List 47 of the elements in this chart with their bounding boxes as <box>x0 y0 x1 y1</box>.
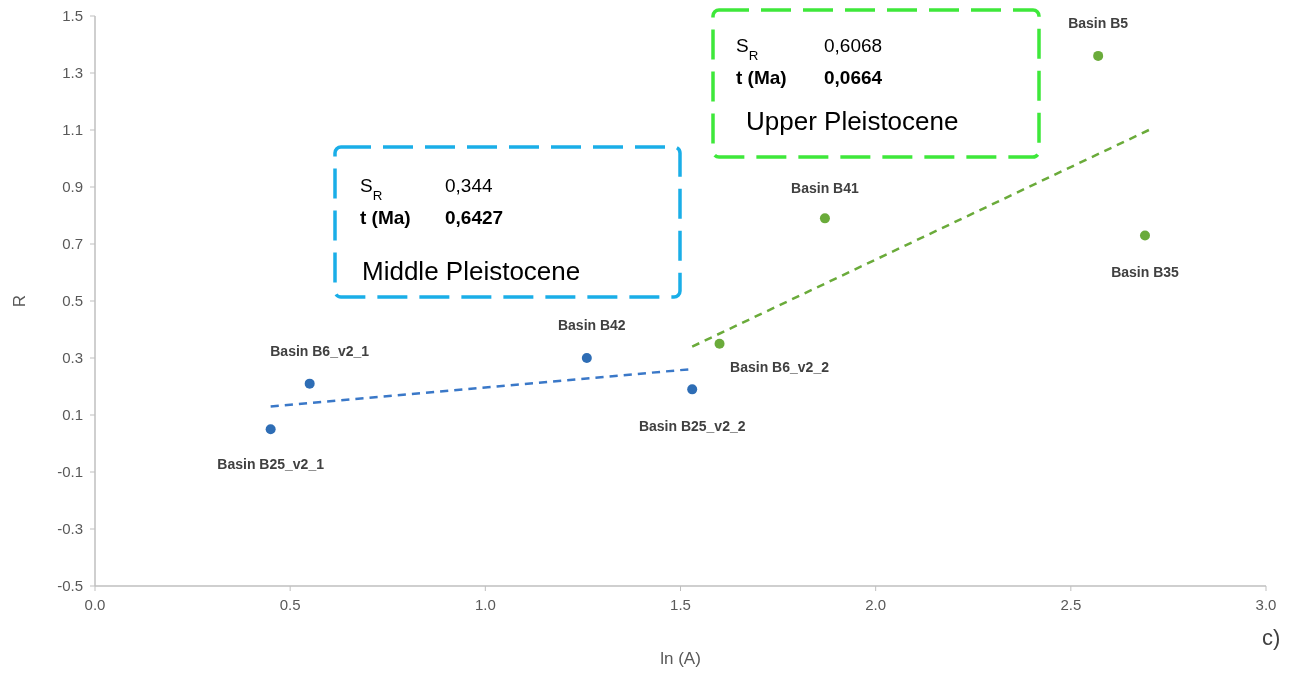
y-axis-title: R <box>10 294 29 308</box>
annotation: Basin B25_v2_2 <box>638 418 746 435</box>
annotation: S$_{R}$ <box>736 35 759 63</box>
y-tick-label: 0.5 <box>62 292 83 309</box>
annotation: Basin B25_v2_1 <box>217 456 325 473</box>
point <box>581 353 592 363</box>
y-tick-label: -0.5 <box>57 577 83 594</box>
point <box>1093 50 1104 61</box>
annotation: Basin B42 <box>557 317 626 333</box>
y-tick-label: 1.3 <box>62 64 83 81</box>
annotation: 0,344 <box>445 175 493 196</box>
annotation: Basin B35 <box>1111 264 1180 281</box>
point <box>819 213 830 224</box>
y-tick-label: -0.3 <box>57 520 83 537</box>
annotation: Basin B6_v2_2 <box>730 358 830 375</box>
annotation: Basin B6_v2_1 <box>270 342 370 359</box>
y-tick-label: 0.3 <box>62 349 83 366</box>
annotation: 0,6068 <box>824 35 883 56</box>
y-tick-label: 0.7 <box>62 235 83 252</box>
text: c) <box>1262 625 1281 650</box>
annotation: 0,6427 <box>445 207 504 228</box>
point <box>1140 230 1150 241</box>
x-tick-label: 0.5 <box>279 596 301 613</box>
annotation: t (Ma) <box>736 67 787 88</box>
x-tick-label: 1.5 <box>670 596 691 613</box>
y-tick-label: -0.1 <box>57 463 83 480</box>
x-tick-label: 0.0 <box>84 596 106 613</box>
annotation: 0,0664 <box>824 67 883 88</box>
point <box>265 424 276 435</box>
y-tick-label: 1.5 <box>62 7 83 24</box>
annotation: S$_{R}$ <box>360 175 383 203</box>
y-tick-label: 0.9 <box>62 178 83 195</box>
y-tick-label: 1.1 <box>62 121 83 138</box>
point <box>304 378 315 389</box>
annotation: Basin B41 <box>791 180 859 197</box>
annotation: Middle Pleistocene <box>362 256 581 286</box>
point <box>714 338 725 349</box>
annotation: Upper Pleistocene <box>746 106 959 136</box>
x-tick-label: 3.0 <box>1255 596 1277 613</box>
y-tick-label: 0.1 <box>62 406 83 423</box>
x-tick-label: 1.0 <box>474 596 496 613</box>
x-axis-title: ln (A) <box>660 649 701 668</box>
x-tick-label: 2.5 <box>1060 596 1082 613</box>
annotation: t (Ma) <box>360 207 411 228</box>
x-tick-label: 2.0 <box>865 596 887 613</box>
point <box>687 384 698 395</box>
annotation: Basin B5 <box>1068 14 1129 31</box>
